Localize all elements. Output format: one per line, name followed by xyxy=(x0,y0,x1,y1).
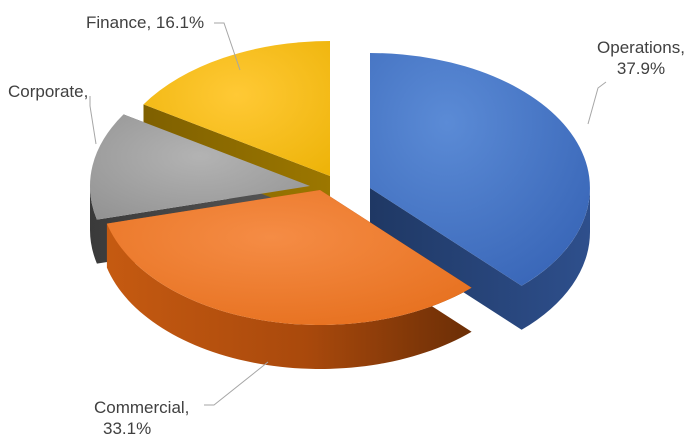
data-label-corporate: Corporate, xyxy=(8,81,88,102)
data-label-finance: Finance, 16.1% xyxy=(86,12,204,33)
data-label-finance-name: Finance, 16.1% xyxy=(86,13,205,32)
data-label-operations-name: Operations, xyxy=(597,38,685,57)
leader-line-operations xyxy=(587,81,607,125)
leader-line-corporate xyxy=(89,96,97,145)
data-label-operations-value: 37.9% xyxy=(616,59,666,78)
data-label-commercial: Commercial, 33.1% xyxy=(94,397,189,439)
data-label-commercial-value: 33.1% xyxy=(103,419,152,438)
data-label-operations: Operations, 37.9% xyxy=(589,37,693,79)
slice-commercial xyxy=(106,190,472,325)
slice-corporate xyxy=(89,114,310,220)
data-label-corporate-name: Corporate, xyxy=(8,82,89,101)
slice-finance-side xyxy=(143,41,330,220)
slice-finance xyxy=(143,41,330,176)
slice-tops xyxy=(89,41,590,325)
data-label-commercial-name: Commercial, xyxy=(94,398,190,417)
leader-line-finance xyxy=(214,22,241,71)
leader-lines xyxy=(89,22,607,406)
slice-operations xyxy=(370,53,590,286)
leader-line-commercial xyxy=(204,361,269,406)
